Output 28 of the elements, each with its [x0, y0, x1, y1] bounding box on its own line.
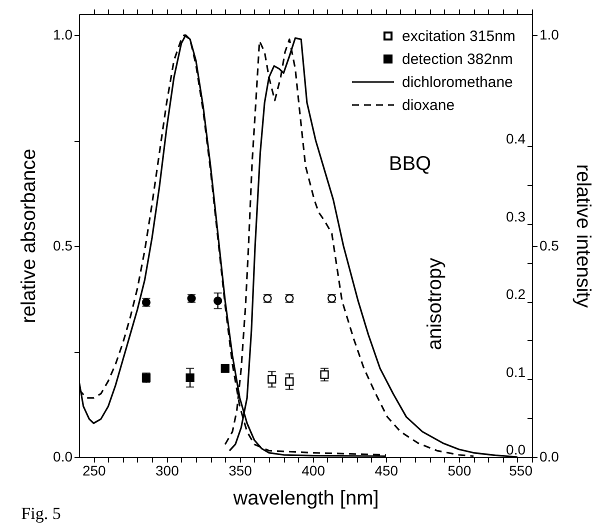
caption: Fig. 5	[21, 504, 61, 523]
x-tick-label: 350	[228, 462, 252, 478]
y3-tick-label: 0.4	[506, 130, 526, 147]
legend-label: dioxane	[402, 97, 455, 114]
y3-tick-label: 0.0	[506, 442, 526, 458]
y3-tick-label: 0.3	[506, 208, 526, 224]
legend-label: detection 382nm	[402, 51, 513, 68]
y-tick-label: 0.5	[53, 238, 73, 254]
x-tick-label: 400	[302, 462, 326, 478]
y3-tick-label: 0.2	[506, 286, 526, 302]
y2-tick-label: 1.0	[540, 26, 560, 43]
legend-label: dichloromethane	[402, 74, 513, 91]
x-tick-label: 250	[82, 462, 106, 478]
x-tick-label: 300	[156, 462, 180, 478]
x-tick-label: 550	[509, 462, 533, 478]
y3-axis-title: anisotropy	[424, 258, 446, 350]
y2-tick-label: 0.5	[540, 238, 560, 254]
y2-axis-title: relative intensity	[572, 164, 594, 308]
annotation: BBQ	[388, 153, 432, 175]
x-tick-label: 450	[374, 462, 398, 478]
legend-label: excitation 315nm	[402, 28, 516, 45]
y-tick-label: 1.0	[53, 26, 73, 43]
y2-tick-label: 0.0	[540, 448, 560, 464]
y-tick-label: 0.0	[53, 448, 73, 464]
y3-tick-label: 0.1	[506, 364, 526, 380]
x-tick-label: 500	[448, 462, 472, 478]
y-axis-title: relative absorbance	[18, 148, 40, 324]
x-axis-title: wavelength [nm]	[232, 488, 379, 510]
